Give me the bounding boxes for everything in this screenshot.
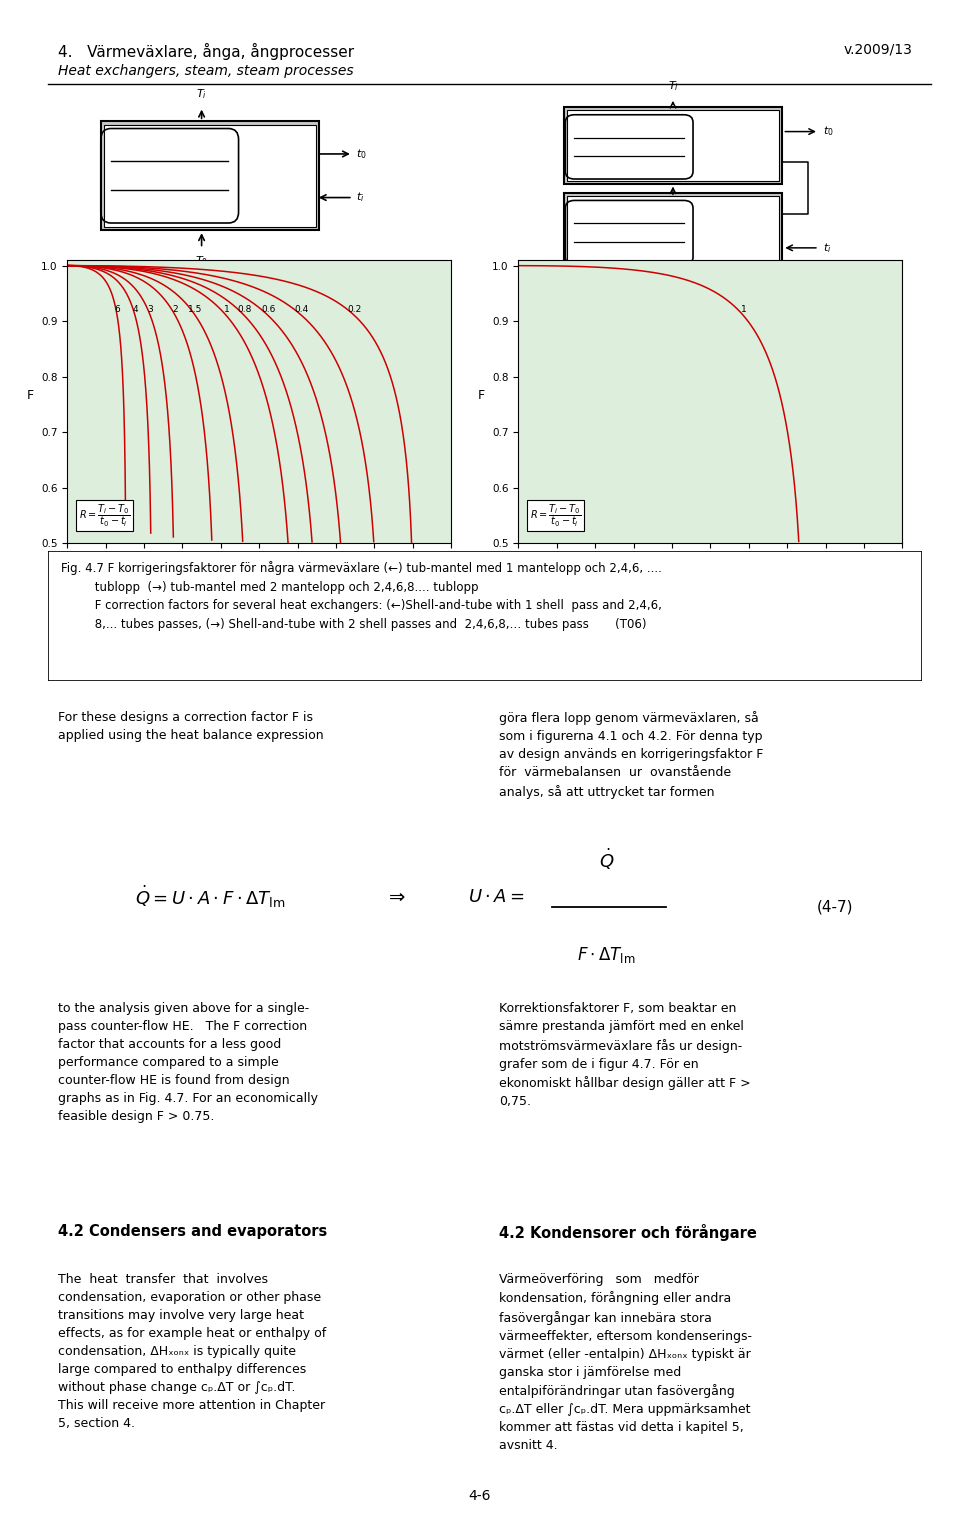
Text: 0.6: 0.6 [261, 304, 276, 314]
Text: For these designs a correction factor F is
applied using the heat balance expres: For these designs a correction factor F … [58, 711, 324, 742]
Text: 4-6: 4-6 [468, 1489, 492, 1504]
Text: v.2009/13: v.2009/13 [843, 43, 912, 57]
Text: 4.   Värmeväxlare, ånga, ångprocesser: 4. Värmeväxlare, ånga, ångprocesser [58, 43, 353, 60]
Text: 4: 4 [132, 304, 138, 314]
Text: 4.2 Condensers and evaporators: 4.2 Condensers and evaporators [58, 1224, 326, 1239]
Text: göra flera lopp genom värmeväxlaren, så
som i figurerna 4.1 och 4.2. För denna t: göra flera lopp genom värmeväxlaren, så … [499, 711, 763, 799]
Text: $T_i$: $T_i$ [667, 80, 679, 93]
Text: $R=\dfrac{T_i-T_0}{t_0-t_i}$: $R=\dfrac{T_i-T_0}{t_0-t_i}$ [530, 502, 582, 529]
Text: 0.2: 0.2 [348, 304, 362, 314]
Text: 3: 3 [148, 304, 154, 314]
Text: $T_i$: $T_i$ [196, 87, 207, 101]
Text: 1: 1 [740, 304, 746, 314]
Text: 1.5: 1.5 [188, 304, 203, 314]
Text: Fig. 4.7 F korrigeringsfaktorer för några värmeväxlare (←) tub-mantel med 1 mant: Fig. 4.7 F korrigeringsfaktorer för någr… [61, 562, 662, 630]
X-axis label: $P=\dfrac{t_0-t_i}{T_i-t_i}$: $P=\dfrac{t_0-t_i}{T_i-t_i}$ [684, 569, 736, 595]
Text: $t_i$: $t_i$ [823, 240, 831, 256]
FancyBboxPatch shape [105, 125, 316, 226]
Text: $t_0$: $t_0$ [356, 147, 367, 161]
Text: 0.8: 0.8 [237, 304, 252, 314]
Text: $T_0$: $T_0$ [666, 274, 680, 288]
Text: Korrektionsfaktorer F, som beaktar en
sämre prestanda jämfört med en enkel
motst: Korrektionsfaktorer F, som beaktar en sä… [499, 1002, 751, 1108]
FancyBboxPatch shape [101, 121, 319, 230]
Text: Värmeöverföring   som   medför
kondensation, förångning eller andra
fasövergånga: Värmeöverföring som medför kondensation,… [499, 1273, 753, 1452]
Text: 4.2 Kondensorer och förångare: 4.2 Kondensorer och förångare [499, 1224, 757, 1241]
FancyBboxPatch shape [567, 110, 779, 181]
Text: $U \cdot A =$: $U \cdot A =$ [468, 887, 525, 906]
Text: $\dot{Q} = U \cdot A \cdot F \cdot \Delta T_{\rm lm}$: $\dot{Q} = U \cdot A \cdot F \cdot \Delt… [134, 884, 285, 910]
Text: Heat exchangers, steam, steam processes: Heat exchangers, steam, steam processes [58, 64, 353, 78]
Text: to the analysis given above for a single-
pass counter-flow HE.   The F correcti: to the analysis given above for a single… [58, 1002, 318, 1123]
Y-axis label: F: F [26, 389, 34, 402]
Text: (4-7): (4-7) [817, 900, 853, 915]
Text: $T_0$: $T_0$ [195, 254, 208, 268]
Text: $R=\dfrac{T_i-T_0}{t_0-t_i}$: $R=\dfrac{T_i-T_0}{t_0-t_i}$ [79, 502, 131, 529]
Text: $t_i$: $t_i$ [356, 191, 365, 205]
X-axis label: $P=\dfrac{t_0-t_i}{T_i-t_i}$: $P=\dfrac{t_0-t_i}{T_i-t_i}$ [233, 569, 285, 595]
FancyBboxPatch shape [48, 551, 922, 681]
Text: $\dot{Q}$: $\dot{Q}$ [599, 846, 614, 872]
Text: 6: 6 [114, 304, 120, 314]
FancyBboxPatch shape [564, 193, 782, 269]
FancyBboxPatch shape [564, 107, 782, 184]
Text: 1: 1 [224, 304, 229, 314]
FancyBboxPatch shape [567, 196, 779, 266]
Y-axis label: F: F [477, 389, 485, 402]
Text: $t_0$: $t_0$ [823, 124, 833, 139]
Text: The  heat  transfer  that  involves
condensation, evaporation or other phase
tra: The heat transfer that involves condensa… [58, 1273, 325, 1431]
Text: $\Rightarrow$: $\Rightarrow$ [385, 887, 406, 906]
Text: 2: 2 [173, 304, 178, 314]
Text: 0.4: 0.4 [295, 304, 309, 314]
Text: $F \cdot \Delta T_{\rm lm}$: $F \cdot \Delta T_{\rm lm}$ [578, 946, 636, 965]
